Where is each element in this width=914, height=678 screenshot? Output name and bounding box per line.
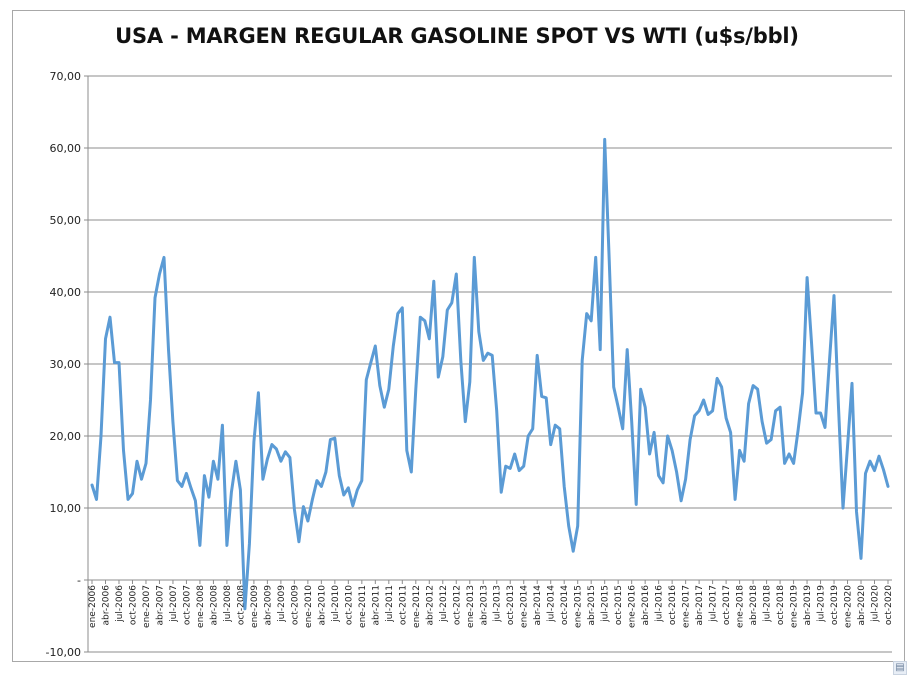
x-tick-label: ene-2015: [574, 585, 584, 628]
x-tick-label: abr-2013: [479, 585, 489, 626]
x-tick-label: abr-2012: [425, 585, 435, 626]
x-tick-label: oct-2016: [668, 585, 678, 625]
x-tick-label: abr-2006: [101, 585, 111, 626]
x-tick-label: jul-2007: [169, 585, 179, 623]
x-tick-label: jul-2017: [709, 585, 719, 623]
x-tick-label: oct-2018: [776, 585, 786, 625]
x-tick-label: oct-2014: [560, 585, 570, 625]
x-tick-label: ene-2010: [304, 585, 314, 628]
series-line: [90, 137, 890, 611]
x-tick-label: oct-2012: [452, 585, 462, 625]
x-tick-label: jul-2020: [871, 585, 881, 623]
x-tick-label: abr-2018: [749, 585, 759, 626]
x-tick-label: oct-2013: [506, 585, 516, 625]
x-tick-label: abr-2019: [803, 585, 813, 626]
x-tick-label: ene-2009: [250, 585, 260, 628]
x-tick-label: jul-2015: [601, 585, 611, 623]
x-tick-label: abr-2016: [641, 585, 651, 626]
x-tick-label: abr-2014: [533, 585, 543, 626]
x-tick-label: oct-2019: [830, 585, 840, 625]
x-tick-label: abr-2008: [209, 585, 219, 626]
x-tick-label: oct-2007: [182, 585, 192, 625]
y-tick-label: 10,00: [50, 502, 82, 515]
x-tick-label: jul-2006: [115, 585, 125, 623]
x-tick-label: abr-2020: [857, 585, 867, 626]
y-tick-label: 70,00: [50, 70, 82, 83]
x-tick-label: oct-2009: [290, 585, 300, 625]
x-tick-label: ene-2019: [790, 585, 800, 628]
x-tick-label: abr-2009: [263, 585, 273, 626]
x-tick-label: ene-2007: [142, 585, 152, 628]
chart-title: USA - MARGEN REGULAR GASOLINE SPOT VS WT…: [115, 24, 799, 48]
x-tick-label: ene-2018: [736, 585, 746, 628]
x-tick-label: oct-2011: [398, 585, 408, 625]
x-tick-label: abr-2011: [371, 585, 381, 626]
y-tick-label: 50,00: [50, 214, 82, 227]
x-tick-label: jul-2019: [817, 585, 827, 623]
x-tick-label: ene-2017: [682, 585, 692, 628]
x-tick-label: oct-2020: [884, 585, 894, 625]
sheet-scroll-icon[interactable]: ▤: [893, 661, 907, 675]
y-tick-label: 20,00: [50, 430, 82, 443]
x-tick-label: ene-2020: [844, 585, 854, 628]
x-tick-label: ene-2008: [196, 585, 206, 628]
y-tick-label: -10,00: [46, 646, 81, 659]
x-tick-label: jul-2018: [763, 585, 773, 623]
x-tick-label: abr-2007: [155, 585, 165, 626]
x-tick-label: jul-2010: [331, 585, 341, 623]
y-tick-label: 60,00: [50, 142, 82, 155]
x-tick-label: jul-2014: [547, 585, 557, 623]
x-tick-label: oct-2008: [236, 585, 246, 625]
x-tick-label: ene-2016: [628, 585, 638, 628]
y-tick-label: 30,00: [50, 358, 82, 371]
x-tick-label: abr-2017: [695, 585, 705, 626]
x-axis-ticks: ene-2006 abr-2006 jul-2006 oct-2006 ene-2007…: [88, 580, 894, 628]
y-tick-label: 40,00: [50, 286, 82, 299]
series-group: [90, 137, 890, 611]
x-tick-label: jul-2009: [277, 585, 287, 623]
x-tick-label: ene-2006: [88, 585, 98, 628]
x-tick-label: jul-2011: [385, 585, 395, 623]
y-axis-ticks: -10,00-10,0020,0030,0040,0050,0060,0070,…: [46, 70, 88, 659]
y-tick-label: -: [77, 574, 81, 587]
x-tick-label: oct-2006: [128, 585, 138, 625]
x-tick-label: oct-2017: [722, 585, 732, 625]
x-tick-label: ene-2011: [358, 585, 368, 628]
x-tick-label: abr-2010: [317, 585, 327, 626]
x-tick-label: oct-2010: [344, 585, 354, 625]
x-tick-label: oct-2015: [614, 585, 624, 625]
x-tick-label: abr-2015: [587, 585, 597, 626]
grid-lines: [88, 75, 892, 653]
x-tick-label: jul-2016: [655, 585, 665, 623]
x-tick-label: jul-2012: [439, 585, 449, 623]
x-tick-label: ene-2014: [520, 585, 530, 628]
x-tick-label: jul-2008: [223, 585, 233, 623]
x-tick-label: ene-2012: [412, 585, 422, 628]
x-tick-label: jul-2013: [493, 585, 503, 623]
x-tick-label: ene-2013: [466, 585, 476, 628]
